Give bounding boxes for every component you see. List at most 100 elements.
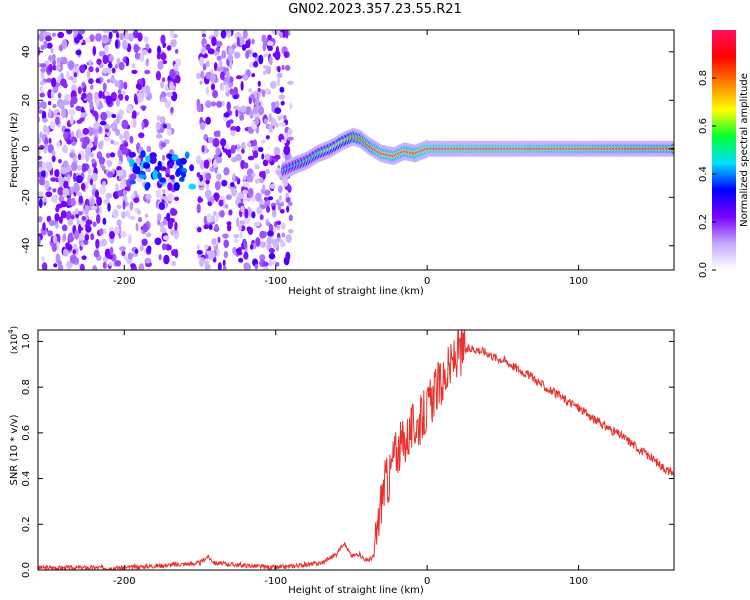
y-tick-label: -40 <box>21 238 32 254</box>
noise-blob <box>168 153 173 161</box>
noise-cell <box>167 219 174 230</box>
noise-cell <box>38 137 42 145</box>
noise-cell <box>72 244 77 250</box>
noise-cell <box>258 146 264 153</box>
noise-cell <box>81 255 87 260</box>
noise-cell <box>268 252 276 260</box>
noise-cell <box>223 112 230 118</box>
noise-cell <box>241 148 245 154</box>
noise-cell <box>78 153 82 161</box>
noise-cell <box>38 103 43 108</box>
colorbar: 0.0 0.2 0.4 0.6 0.8 Normalized spectral ampl… <box>698 30 750 278</box>
noise-blob <box>138 174 146 179</box>
noise-cell <box>145 85 151 95</box>
noise-cell <box>75 175 83 184</box>
noise-cell <box>230 125 237 132</box>
noise-cell <box>157 60 164 70</box>
spectrogram-x-label: Height of straight line (km) <box>288 286 424 297</box>
noise-cell <box>267 45 274 51</box>
noise-cell <box>76 218 80 226</box>
noise-cell <box>268 259 273 267</box>
noise-cell <box>162 218 168 226</box>
noise-cell <box>255 164 260 170</box>
noise-cell <box>143 36 149 43</box>
noise-cell <box>52 188 57 193</box>
noise-cell <box>274 50 281 61</box>
noise-cell <box>96 58 102 65</box>
noise-cell <box>62 188 70 196</box>
noise-cell <box>80 182 86 191</box>
noise-cell <box>71 141 77 146</box>
noise-cell <box>196 203 201 214</box>
noise-cell <box>161 154 166 161</box>
noise-cell <box>258 54 264 65</box>
noise-cell <box>285 30 289 39</box>
noise-cell <box>116 204 122 209</box>
noise-cell <box>223 239 229 248</box>
noise-cell <box>287 80 294 85</box>
noise-cell <box>101 238 107 247</box>
noise-cell <box>276 76 281 87</box>
noise-cell <box>259 241 267 248</box>
noise-cell <box>199 122 206 130</box>
snr-multiplier-exp: 4 <box>7 329 15 334</box>
noise-cell <box>214 223 219 232</box>
noise-cell <box>226 221 232 226</box>
noise-cell <box>265 168 270 175</box>
y-tick-label: 0.2 <box>21 516 32 532</box>
noise-cell <box>102 180 106 187</box>
noise-cell <box>112 78 116 83</box>
noise-cell <box>88 66 94 73</box>
noise-blob <box>168 158 174 169</box>
noise-cell <box>135 52 139 58</box>
noise-cell <box>276 237 281 242</box>
noise-cell <box>100 185 106 195</box>
noise-cell <box>163 235 170 241</box>
noise-cell <box>268 247 275 254</box>
noise-cell <box>254 263 259 270</box>
noise-cell <box>275 262 280 267</box>
noise-cell <box>141 49 148 56</box>
noise-cell <box>116 165 122 172</box>
spectrogram-y-label: Frequency (Hz) <box>9 112 20 188</box>
noise-cell <box>280 241 286 248</box>
y-tick-label: 0.6 <box>21 425 32 441</box>
noise-cell <box>139 53 145 62</box>
noise-cell <box>215 147 221 156</box>
noise-cell <box>205 60 210 68</box>
noise-cell <box>247 227 254 235</box>
noise-cell <box>54 213 60 222</box>
noise-cell <box>230 130 236 137</box>
noise-cell <box>213 130 221 137</box>
noise-cell <box>136 92 143 98</box>
noise-cell <box>75 105 82 112</box>
noise-cell <box>42 117 48 123</box>
noise-cell <box>214 167 218 174</box>
noise-cell <box>162 60 168 65</box>
snr-series-line <box>38 330 674 570</box>
noise-cell <box>95 189 99 199</box>
noise-cell <box>203 224 209 230</box>
noise-cell <box>129 215 136 220</box>
noise-cell <box>144 213 149 218</box>
noise-cell <box>169 68 176 79</box>
noise-cell <box>225 194 232 200</box>
noise-cell <box>199 56 204 67</box>
noise-cell <box>54 116 60 126</box>
noise-cell <box>93 121 100 130</box>
noise-cell <box>103 136 111 142</box>
noise-cell <box>221 179 228 187</box>
noise-cell <box>42 222 46 231</box>
noise-cell <box>69 152 75 158</box>
noise-cell <box>237 224 242 231</box>
noise-blob <box>128 151 136 158</box>
noise-cell <box>270 117 276 126</box>
noise-cell <box>224 204 229 209</box>
noise-cell <box>92 221 97 227</box>
noise-cell <box>278 195 282 201</box>
noise-cell <box>38 167 43 172</box>
noise-cell <box>281 232 286 238</box>
noise-cell <box>171 260 177 267</box>
snr-x-ticks: -200 -100 0 100 <box>113 330 588 587</box>
noise-cell <box>116 219 122 227</box>
